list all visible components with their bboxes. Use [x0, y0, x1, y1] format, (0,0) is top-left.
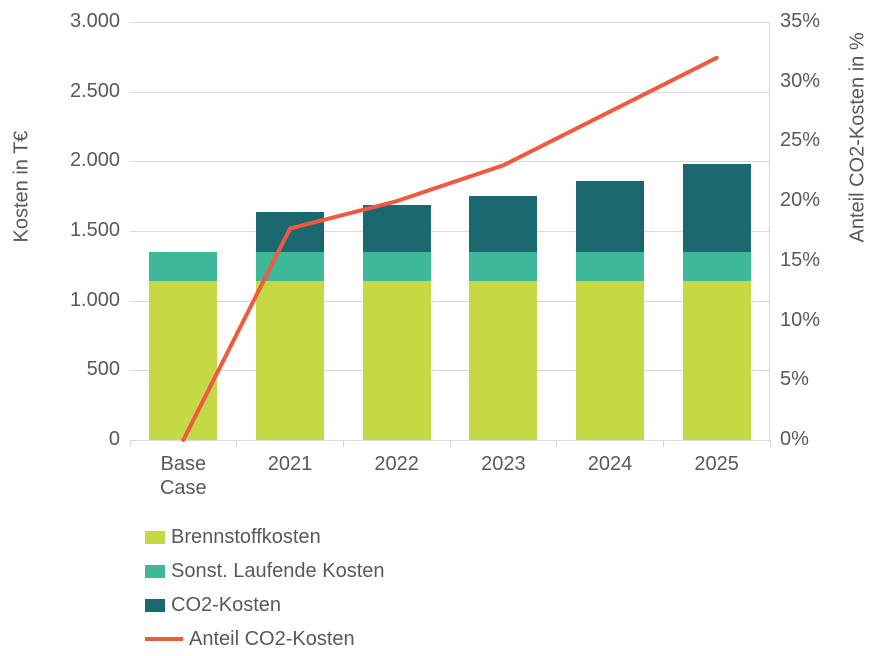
y-right-axis-label: Anteil CO2-Kosten in %: [847, 219, 870, 243]
legend-swatch: [145, 565, 165, 578]
y-right-tick-label: 5%: [780, 368, 809, 391]
cost-chart: 0 500 1.000 1.500 2.000 2.500 3.000 0% 5% 10% 15% 2…: [0, 0, 882, 589]
y-right-tick-label: 25%: [780, 129, 820, 152]
y-left-tick-label: 1.000: [70, 289, 120, 312]
y-right-tick-label: 15%: [780, 249, 820, 272]
x-tick-label: 2021: [250, 452, 330, 476]
x-tick-label: 2024: [570, 452, 650, 476]
legend-label: Brennstoffkosten: [171, 526, 321, 549]
legend-label: CO2-Kosten: [171, 594, 281, 617]
y-left-tick-label: 3.000: [70, 10, 120, 33]
legend-item-co2: CO2-Kosten: [145, 588, 455, 622]
y-left-tick-label: 2.500: [70, 80, 120, 103]
y-left-tick-label: 0: [109, 428, 120, 451]
y-right-tick-label: 20%: [780, 189, 820, 212]
x-tick-label: 2025: [677, 452, 757, 476]
y-left-tick-label: 500: [87, 358, 120, 381]
legend-swatch: [145, 531, 165, 544]
y-right-tick-label: 35%: [780, 10, 820, 33]
legend-item-brennstoff: Brennstoffkosten: [145, 520, 455, 554]
y-right-tick-label: 30%: [780, 70, 820, 93]
y-left-axis-label: Kosten in T€: [11, 219, 34, 243]
x-tick-label: 2022: [357, 452, 437, 476]
y-right-tick-label: 0%: [780, 428, 809, 451]
plot-area: [130, 22, 770, 440]
co2-share-line: [183, 58, 716, 440]
y-left-tick-label: 1.500: [70, 219, 120, 242]
x-tick-mark: [130, 440, 131, 447]
x-tick-mark: [663, 440, 664, 447]
legend-item-sonst: Sonst. Laufende Kosten: [145, 554, 455, 588]
x-tick-mark: [770, 440, 771, 447]
legend-label: Anteil CO2-Kosten: [189, 628, 355, 651]
x-tick-mark: [343, 440, 344, 447]
x-tick-label: Base Case: [143, 452, 223, 500]
legend-item-anteil: Anteil CO2-Kosten: [145, 622, 455, 656]
x-tick-mark: [556, 440, 557, 447]
x-tick-mark: [236, 440, 237, 447]
legend-swatch: [145, 599, 165, 612]
line-overlay: [130, 22, 770, 440]
x-tick-label: 2023: [463, 452, 543, 476]
legend: Brennstoffkosten Sonst. Laufende Kosten CO…: [145, 520, 765, 656]
legend-label: Sonst. Laufende Kosten: [171, 560, 385, 583]
y-left-tick-label: 2.000: [70, 149, 120, 172]
y-right-tick-label: 10%: [780, 309, 820, 332]
legend-line-swatch: [145, 637, 183, 641]
x-tick-mark: [450, 440, 451, 447]
